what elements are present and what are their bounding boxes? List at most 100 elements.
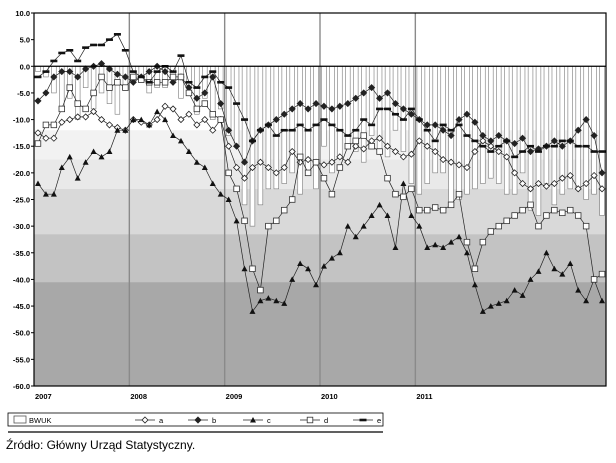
- point: [193, 86, 201, 89]
- point: [582, 222, 590, 230]
- point: [543, 212, 550, 219]
- bwuk-bar: [504, 65, 510, 195]
- point: [272, 116, 280, 124]
- point: [248, 163, 257, 172]
- point: [431, 204, 439, 211]
- point: [360, 132, 367, 139]
- point: [58, 118, 66, 126]
- point: [344, 134, 352, 137]
- point: [209, 70, 217, 73]
- point: [558, 174, 566, 182]
- point: [447, 201, 455, 209]
- point: [264, 123, 272, 127]
- year-label: 2009: [226, 392, 243, 401]
- point: [241, 118, 249, 121]
- point: [169, 78, 177, 86]
- point: [463, 249, 470, 256]
- point: [400, 180, 407, 187]
- point: [185, 148, 192, 155]
- point: [503, 153, 511, 161]
- point: [50, 59, 58, 63]
- point: [535, 268, 542, 274]
- point: [598, 169, 606, 177]
- point: [463, 238, 471, 246]
- year-label: 2010: [321, 392, 338, 401]
- point: [479, 144, 487, 148]
- point: [519, 292, 526, 298]
- point: [407, 110, 415, 118]
- point: [193, 94, 201, 102]
- point: [145, 68, 153, 76]
- point: [225, 142, 233, 150]
- point: [312, 100, 320, 108]
- point: [82, 105, 89, 113]
- point: [439, 155, 447, 164]
- point: [280, 110, 288, 118]
- point: [360, 89, 368, 97]
- point: [336, 249, 343, 256]
- point: [304, 105, 312, 113]
- point: [34, 140, 42, 147]
- point: [471, 139, 479, 143]
- point: [74, 59, 82, 63]
- point: [256, 158, 264, 166]
- point: [479, 238, 487, 246]
- series-line-e: [37, 33, 602, 158]
- year-label: 2008: [130, 392, 147, 401]
- point: [423, 128, 431, 132]
- legend-label: e: [377, 416, 381, 425]
- point: [598, 270, 606, 278]
- point: [42, 70, 50, 73]
- y-tick-label: -25.0: [13, 196, 30, 205]
- point: [352, 233, 359, 240]
- point: [471, 118, 479, 126]
- point: [360, 223, 367, 229]
- point: [66, 153, 73, 160]
- series-c: [34, 108, 606, 314]
- y-tick-label: 5.0: [20, 36, 30, 45]
- point: [273, 297, 280, 304]
- bwuk-bar: [35, 65, 41, 72]
- point: [257, 286, 264, 294]
- point: [193, 105, 201, 113]
- point: [217, 100, 225, 108]
- point: [352, 94, 360, 102]
- point: [551, 265, 558, 272]
- point: [543, 249, 550, 256]
- point: [296, 123, 304, 127]
- y-tick-label: -60.0: [13, 382, 30, 391]
- point: [574, 144, 582, 148]
- point: [503, 297, 510, 304]
- point: [376, 134, 384, 142]
- point: [50, 73, 58, 81]
- point: [145, 80, 153, 84]
- point: [558, 139, 566, 143]
- point: [495, 300, 502, 306]
- point: [487, 150, 495, 153]
- point: [66, 116, 74, 124]
- point: [336, 128, 344, 132]
- point: [82, 46, 90, 49]
- point: [415, 118, 423, 121]
- year-labels: 2007 2008 2009 2010 2011: [35, 392, 433, 401]
- point: [185, 89, 193, 97]
- point: [185, 110, 193, 118]
- point: [98, 153, 105, 160]
- point: [511, 212, 518, 219]
- point: [566, 139, 574, 143]
- point: [599, 297, 606, 304]
- point: [574, 126, 582, 134]
- point: [296, 100, 304, 108]
- point: [280, 128, 288, 132]
- point: [336, 102, 344, 110]
- point: [201, 164, 208, 171]
- point: [257, 297, 264, 304]
- point: [534, 179, 543, 188]
- point: [66, 49, 74, 52]
- point: [399, 118, 407, 121]
- point: [447, 128, 455, 132]
- point: [233, 102, 241, 105]
- point: [559, 209, 566, 217]
- point: [296, 153, 304, 161]
- point: [113, 33, 121, 36]
